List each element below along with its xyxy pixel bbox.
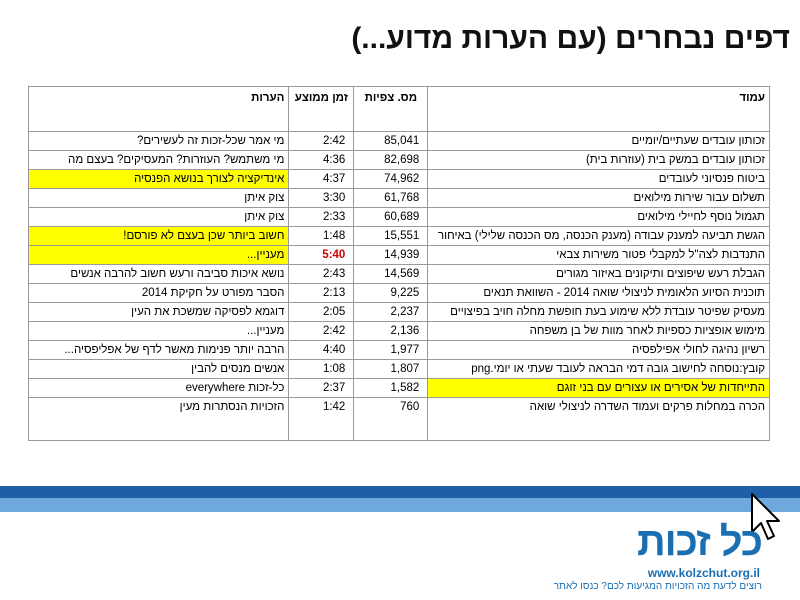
table-row: זכותון עובדים במשק בית (עוזרות בית) 82,6… (27, 150, 770, 170)
cell-page: זכותון עובדים במשק בית (עוזרות בית) (427, 150, 770, 170)
cell-notes: כל-זכות everywhere (27, 378, 290, 398)
table-row: מימוש אופציות כספיות לאחר מוות של בן משפ… (27, 321, 770, 341)
cell-views: 2,136 (353, 321, 429, 341)
table-header-row: עמוד מס. צפיות זמן ממוצע הערות (27, 86, 770, 132)
data-table: עמוד מס. צפיות זמן ממוצע הערות זכותון עו… (27, 86, 770, 441)
cell-notes: מי אמר שכל-זכות זה לעשירים? (27, 131, 290, 151)
cell-views: 74,962 (353, 169, 429, 189)
table-row: הכרה במחלות פרקים ועמוד השדרה לניצולי שו… (27, 397, 770, 441)
cell-time: 2:13 (288, 283, 355, 303)
cell-time: 4:37 (288, 169, 355, 189)
cell-views: 1,582 (353, 378, 429, 398)
cell-page: רשיון נהיגה לחולי אפילפסיה (427, 340, 770, 360)
cell-notes: דוגמא לפסיקה שמשכת את העין (27, 302, 290, 322)
cell-notes: אנשים מנסים להבין (27, 359, 290, 379)
cell-page: הגשת תביעה למענק עבודה (מענק הכנסה, מס ה… (427, 226, 770, 246)
header-time: זמן ממוצע (288, 86, 355, 132)
cell-page: תשלום עבור שירות מילואים (427, 188, 770, 208)
table-row: תשלום עבור שירות מילואים 61,768 3:30 צוק… (27, 188, 770, 208)
cell-page: ביטוח פנסיוני לעובדים (427, 169, 770, 189)
cell-views: 82,698 (353, 150, 429, 170)
table-row: התייחדות של אסירים או עצורים עם בני זוגם… (27, 378, 770, 398)
logo-url: www.kolzchut.org.il (647, 566, 760, 580)
cell-notes: צוק איתן (27, 207, 290, 227)
cell-page: התנדבות לצה"ל למקבלי פטור משירות צבאי (427, 245, 770, 265)
cell-time: 2:42 (288, 131, 355, 151)
cell-notes: מעניין... (27, 321, 290, 341)
cell-page-highlighted: התייחדות של אסירים או עצורים עם בני זוגם (427, 378, 770, 398)
cell-notes-highlighted: מעניין... (27, 245, 290, 265)
table-row: מעסיק שפיטר עובדת ללא שימוע בעת חופשת מח… (27, 302, 770, 322)
cell-page: תוכנית הסיוע הלאומית לניצולי שואה 2014 -… (427, 283, 770, 303)
cell-time: 1:48 (288, 226, 355, 246)
cell-views: 1,807 (353, 359, 429, 379)
table-row: ביטוח פנסיוני לעובדים 74,962 4:37 אינדיק… (27, 169, 770, 189)
table-row: רשיון נהיגה לחולי אפילפסיה 1,977 4:40 הר… (27, 340, 770, 360)
cell-views: 15,551 (353, 226, 429, 246)
cell-time-emphasized: 5:40 (288, 245, 355, 265)
logo-tagline: רוצים לדעת מה הזכויות המגיעות לכם? כנסו … (553, 581, 762, 592)
cell-page: מימוש אופציות כספיות לאחר מוות של בן משפ… (427, 321, 770, 341)
cell-views: 2,237 (353, 302, 429, 322)
cell-notes-highlighted: חשוב ביותר שכן בעצם לא פורסם! (27, 226, 290, 246)
table-row: תוכנית הסיוע הלאומית לניצולי שואה 2014 -… (27, 283, 770, 303)
cell-notes-highlighted: אינדיקציה לצורך בנושא הפנסיה (27, 169, 290, 189)
cell-views: 61,768 (353, 188, 429, 208)
cell-time: 2:33 (288, 207, 355, 227)
cell-page: זכותון עובדים שעתיים/יומיים (427, 131, 770, 151)
table-row: זכותון עובדים שעתיים/יומיים 85,041 2:42 … (27, 131, 770, 151)
header-notes: הערות (27, 86, 290, 132)
cell-time: 1:42 (288, 397, 355, 441)
cell-notes: נושא איכות סביבה ורעש חשוב להרבה אנשים (27, 264, 290, 284)
cell-views: 14,569 (353, 264, 429, 284)
cell-views: 9,225 (353, 283, 429, 303)
table-row: קובץ:נוסחה לחישוב גובה דמי הבראה לעובד ש… (27, 359, 770, 379)
cell-notes: הרבה יותר פנימות מאשר לדף של אפליפסיה... (27, 340, 290, 360)
logo-name: כל זכות (636, 520, 763, 564)
cell-notes: הסבר מפורט על חקיקת 2014 (27, 283, 290, 303)
table-row: הגבלת רעש שיפוצים ותיקונים באיזור מגורים… (27, 264, 770, 284)
cell-time: 1:08 (288, 359, 355, 379)
cell-time: 4:40 (288, 340, 355, 360)
cell-views: 760 (353, 397, 429, 441)
cursor-icon (751, 493, 780, 540)
cell-time: 3:30 (288, 188, 355, 208)
cell-page: קובץ:נוסחה לחישוב גובה דמי הבראה לעובד ש… (427, 359, 770, 379)
slide-title: דפים נבחרים (עם הערות מדוע...) (351, 22, 790, 55)
table-row: הגשת תביעה למענק עבודה (מענק הכנסה, מס ה… (27, 226, 770, 246)
table-row: התנדבות לצה"ל למקבלי פטור משירות צבאי 14… (27, 245, 770, 265)
cell-time: 2:05 (288, 302, 355, 322)
cell-page: הכרה במחלות פרקים ועמוד השדרה לניצולי שו… (427, 397, 770, 441)
footer-band-light (0, 498, 800, 512)
header-views: מס. צפיות (353, 86, 429, 132)
cell-views: 14,939 (353, 245, 429, 265)
cell-time: 4:36 (288, 150, 355, 170)
cell-notes: הזכויות הנסתרות מעין (27, 397, 290, 441)
cell-views: 60,689 (353, 207, 429, 227)
table-row: תגמול נוסף לחיילי מילואים 60,689 2:33 צו… (27, 207, 770, 227)
cell-time: 2:42 (288, 321, 355, 341)
cell-page: תגמול נוסף לחיילי מילואים (427, 207, 770, 227)
cell-views: 1,977 (353, 340, 429, 360)
header-page: עמוד (427, 86, 770, 132)
cell-page: הגבלת רעש שיפוצים ותיקונים באיזור מגורים (427, 264, 770, 284)
cell-page: מעסיק שפיטר עובדת ללא שימוע בעת חופשת מח… (427, 302, 770, 322)
footer-band-dark (0, 486, 800, 498)
cell-time: 2:37 (288, 378, 355, 398)
cell-time: 2:43 (288, 264, 355, 284)
cell-notes: מי משתמש? העוזרות? המעסיקים? בעצם מה (27, 150, 290, 170)
cell-views: 85,041 (353, 131, 429, 151)
cell-notes: צוק איתן (27, 188, 290, 208)
